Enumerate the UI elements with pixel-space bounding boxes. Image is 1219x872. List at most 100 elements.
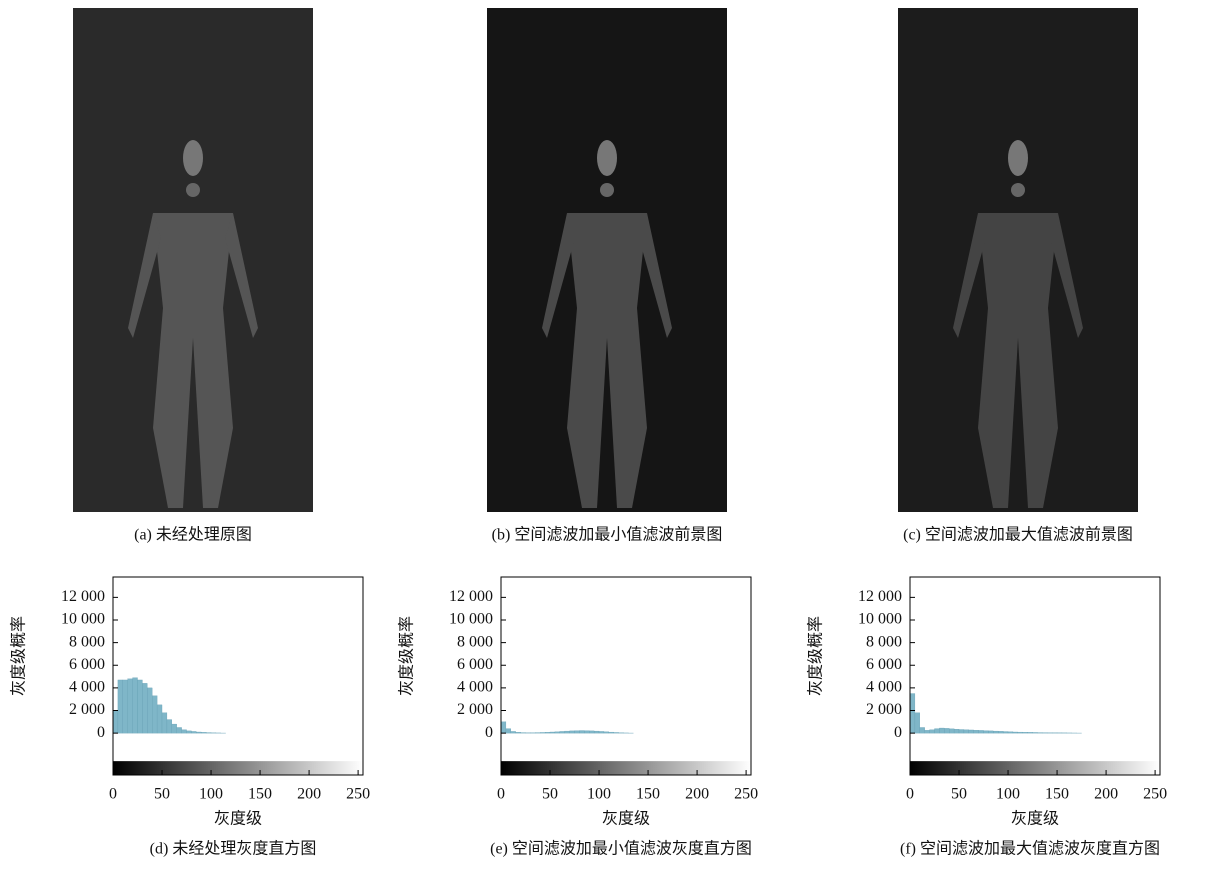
bar [1033, 732, 1038, 733]
x-axis-label: 灰度级 [602, 810, 650, 828]
x-axis-label: 灰度级 [214, 810, 262, 828]
bar [998, 731, 1003, 733]
y-axis-label: 灰度级概率 [398, 616, 416, 696]
y-tick-label: 10 000 [449, 611, 493, 628]
bar [545, 732, 550, 733]
bar [930, 730, 935, 733]
x-tick-label: 100 [199, 786, 223, 803]
y-tick-label: 2 000 [866, 701, 902, 718]
bar [147, 688, 152, 733]
bar [550, 732, 555, 733]
x-tick-label: 150 [1045, 786, 1069, 803]
bar [979, 730, 984, 733]
bar [614, 732, 619, 733]
bar [501, 722, 506, 733]
bar [1042, 733, 1047, 734]
bar [944, 728, 949, 733]
plot-frame [501, 577, 751, 775]
y-tick-label: 6 000 [457, 656, 493, 673]
y-tick-label: 4 000 [866, 679, 902, 696]
x-tick-label: 0 [497, 786, 505, 803]
bar [516, 732, 521, 733]
image-caption: (a) 未经处理原图 [134, 526, 252, 544]
bar [969, 730, 974, 733]
gray-scale-bar [501, 761, 751, 775]
x-tick-label: 150 [636, 786, 660, 803]
x-tick-label: 200 [1094, 786, 1118, 803]
bar [555, 732, 560, 733]
x-tick-label: 250 [346, 786, 370, 803]
bar [167, 720, 172, 734]
y-tick-label: 4 000 [457, 679, 493, 696]
bar [920, 727, 925, 733]
bar [191, 731, 196, 733]
y-axis-label: 灰度级概率 [807, 616, 825, 696]
bar [187, 731, 192, 733]
bar [540, 732, 545, 733]
chart-title: (f) 空间滤波加最大值滤波灰度直方图 [900, 840, 1160, 858]
y-tick-label: 12 000 [858, 588, 902, 605]
bar [206, 733, 211, 734]
y-tick-label: 6 000 [866, 656, 902, 673]
y-tick-label: 10 000 [858, 611, 902, 628]
bar [196, 732, 201, 733]
x-tick-label: 50 [154, 786, 170, 803]
y-tick-label: 6 000 [69, 656, 105, 673]
bar [521, 733, 526, 734]
plot-frame [113, 577, 363, 775]
bar [589, 731, 594, 733]
bar [993, 731, 998, 733]
y-tick-label: 8 000 [866, 633, 902, 650]
bar [138, 680, 143, 733]
bar [959, 730, 964, 734]
bar [575, 731, 580, 733]
bar [609, 732, 614, 733]
plot-frame [910, 577, 1160, 775]
bar [128, 679, 133, 733]
bar [604, 732, 609, 733]
y-tick-label: 8 000 [69, 633, 105, 650]
y-tick-label: 4 000 [69, 679, 105, 696]
x-tick-label: 200 [297, 786, 321, 803]
chart-title: (e) 空间滤波加最小值滤波灰度直方图 [490, 840, 752, 858]
bar [954, 729, 959, 733]
bar [133, 678, 138, 733]
bar [157, 705, 162, 733]
bar [939, 728, 944, 733]
chart-title: (d) 未经处理灰度直方图 [150, 840, 317, 858]
y-axis-label: 灰度级概率 [10, 616, 28, 696]
scan-image [487, 8, 727, 512]
bar [201, 732, 206, 733]
bar [511, 731, 516, 733]
x-tick-label: 150 [248, 786, 272, 803]
bar [1013, 732, 1018, 733]
y-tick-label: 0 [894, 724, 902, 741]
gray-scale-bar [910, 761, 1160, 775]
x-tick-label: 100 [587, 786, 611, 803]
bar [964, 730, 969, 733]
x-tick-label: 200 [685, 786, 709, 803]
y-tick-label: 0 [485, 724, 493, 741]
x-tick-label: 250 [734, 786, 758, 803]
x-axis-label: 灰度级 [1011, 810, 1059, 828]
bar [594, 731, 599, 733]
bar [1028, 732, 1033, 733]
scan-image [73, 8, 313, 512]
bar [984, 731, 989, 733]
bar [974, 730, 979, 733]
bar [118, 680, 123, 733]
y-tick-label: 0 [97, 724, 105, 741]
bar [584, 731, 589, 733]
bar [570, 731, 575, 733]
gray-scale-bar [113, 761, 363, 775]
bar [177, 727, 182, 733]
bar [123, 680, 128, 733]
y-tick-label: 10 000 [61, 611, 105, 628]
scan-image [898, 8, 1138, 512]
bar [172, 724, 177, 733]
bar [935, 729, 940, 734]
bar [1008, 732, 1013, 733]
bar [910, 694, 915, 734]
x-tick-label: 50 [951, 786, 967, 803]
x-tick-label: 50 [542, 786, 558, 803]
